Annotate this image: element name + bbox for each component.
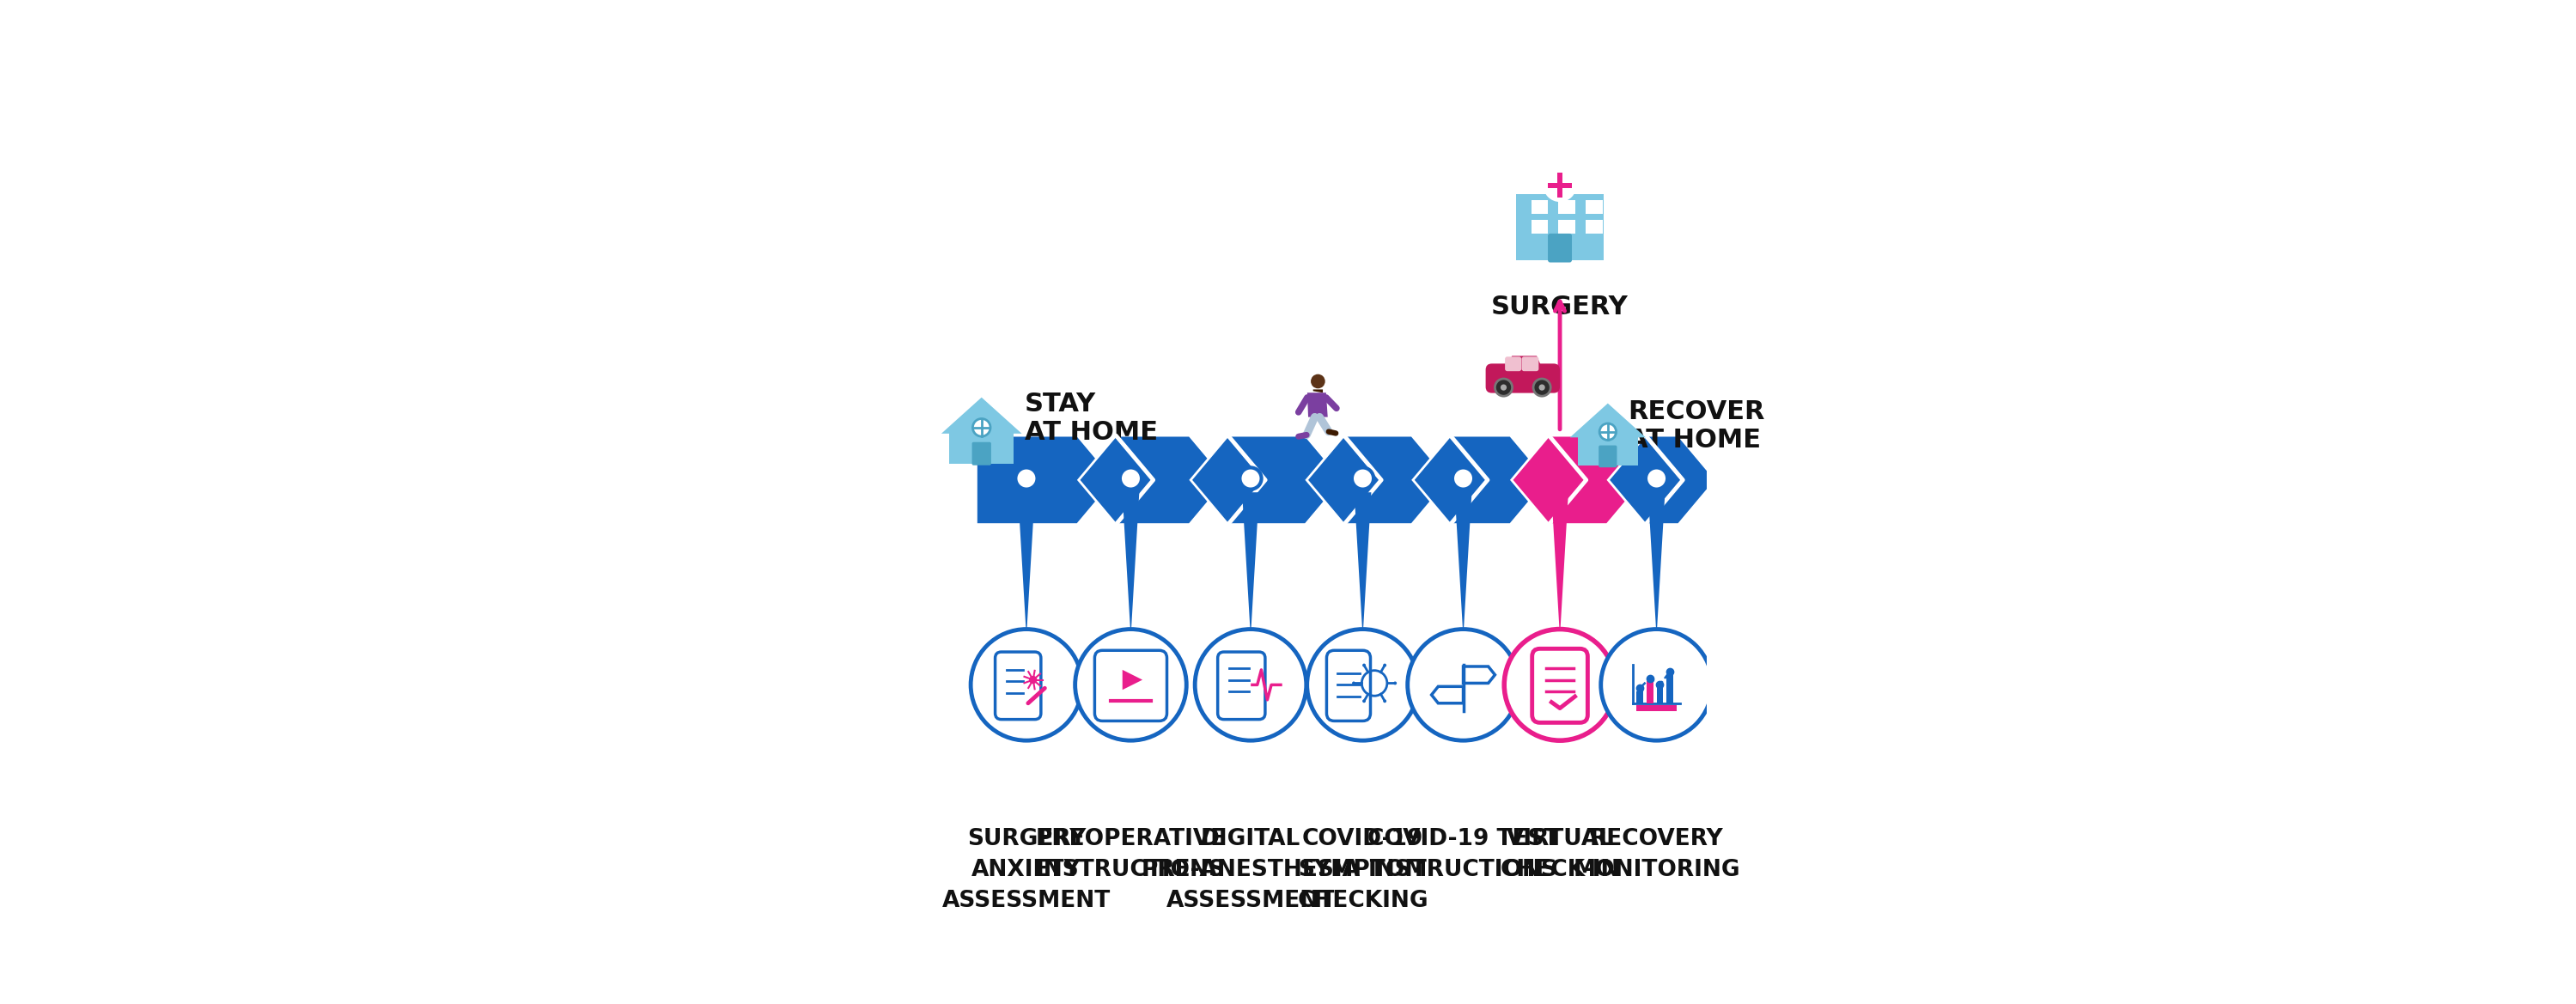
Circle shape bbox=[1311, 374, 1324, 389]
Circle shape bbox=[1453, 468, 1473, 489]
Text: RECOVER
AT HOME: RECOVER AT HOME bbox=[1628, 399, 1765, 453]
Circle shape bbox=[1239, 468, 1262, 489]
Circle shape bbox=[1538, 385, 1546, 391]
Circle shape bbox=[1504, 630, 1615, 741]
Circle shape bbox=[1600, 630, 1713, 741]
FancyBboxPatch shape bbox=[1636, 705, 1677, 712]
Circle shape bbox=[1494, 379, 1512, 397]
Polygon shape bbox=[1123, 670, 1144, 690]
Polygon shape bbox=[1018, 492, 1036, 637]
Text: SURGERY: SURGERY bbox=[1492, 294, 1628, 319]
Circle shape bbox=[1383, 700, 1386, 703]
Circle shape bbox=[1548, 468, 1571, 489]
Polygon shape bbox=[1551, 492, 1569, 637]
Circle shape bbox=[1074, 630, 1188, 741]
Polygon shape bbox=[1306, 436, 1450, 524]
Text: COVID-19 TEST
INSTRUCTIONS: COVID-19 TEST INSTRUCTIONS bbox=[1368, 828, 1558, 882]
Text: SURGERY
ANXIETY
ASSESSMENT: SURGERY ANXIETY ASSESSMENT bbox=[943, 828, 1110, 912]
Polygon shape bbox=[1607, 436, 1716, 524]
FancyBboxPatch shape bbox=[1587, 200, 1602, 214]
Circle shape bbox=[1015, 468, 1038, 489]
Text: VIRTUAL
CHECK-IN: VIRTUAL CHECK-IN bbox=[1499, 828, 1620, 882]
Circle shape bbox=[1533, 379, 1551, 397]
Circle shape bbox=[1352, 468, 1373, 489]
Circle shape bbox=[1394, 682, 1396, 685]
Circle shape bbox=[1028, 676, 1038, 684]
Text: PREOPERATIVE
INSTRUCTIONS: PREOPERATIVE INSTRUCTIONS bbox=[1036, 828, 1226, 882]
Polygon shape bbox=[1512, 436, 1643, 524]
Polygon shape bbox=[940, 398, 1023, 434]
Polygon shape bbox=[1190, 436, 1342, 524]
Polygon shape bbox=[976, 436, 1115, 524]
Polygon shape bbox=[1079, 436, 1226, 524]
Circle shape bbox=[1195, 630, 1306, 741]
FancyBboxPatch shape bbox=[1646, 682, 1654, 703]
FancyBboxPatch shape bbox=[1577, 437, 1638, 466]
Circle shape bbox=[974, 419, 989, 437]
Polygon shape bbox=[1306, 393, 1327, 417]
Polygon shape bbox=[1455, 492, 1471, 637]
Polygon shape bbox=[1649, 492, 1664, 637]
FancyBboxPatch shape bbox=[971, 442, 992, 465]
Circle shape bbox=[1406, 630, 1520, 741]
Circle shape bbox=[1363, 700, 1365, 703]
Text: DIGITAL
PRE-ANESTHESIA
ASSESSMENT: DIGITAL PRE-ANESTHESIA ASSESSMENT bbox=[1141, 828, 1360, 912]
FancyBboxPatch shape bbox=[1548, 183, 1571, 188]
Text: RECOVERY
MONITORING: RECOVERY MONITORING bbox=[1574, 828, 1741, 882]
Circle shape bbox=[1600, 424, 1615, 440]
Polygon shape bbox=[1314, 390, 1324, 393]
Circle shape bbox=[1363, 664, 1365, 667]
FancyBboxPatch shape bbox=[1636, 692, 1643, 703]
FancyBboxPatch shape bbox=[1486, 363, 1561, 393]
Polygon shape bbox=[1123, 492, 1139, 637]
FancyBboxPatch shape bbox=[1558, 173, 1564, 198]
FancyBboxPatch shape bbox=[951, 433, 1015, 464]
Polygon shape bbox=[1507, 355, 1543, 369]
Circle shape bbox=[1306, 630, 1419, 741]
Circle shape bbox=[1352, 682, 1355, 685]
FancyBboxPatch shape bbox=[1558, 220, 1577, 234]
Circle shape bbox=[1646, 468, 1667, 489]
FancyBboxPatch shape bbox=[1530, 220, 1548, 234]
FancyBboxPatch shape bbox=[1522, 356, 1538, 371]
FancyBboxPatch shape bbox=[1548, 234, 1571, 262]
Circle shape bbox=[1499, 385, 1507, 391]
Circle shape bbox=[1383, 664, 1386, 667]
FancyBboxPatch shape bbox=[1667, 675, 1674, 703]
Circle shape bbox=[1543, 169, 1577, 202]
Polygon shape bbox=[1414, 436, 1548, 524]
Polygon shape bbox=[1355, 492, 1370, 637]
FancyBboxPatch shape bbox=[1515, 194, 1605, 260]
Polygon shape bbox=[1569, 404, 1646, 438]
Text: COVID-19
SYMPTOM
CHECKING: COVID-19 SYMPTOM CHECKING bbox=[1298, 828, 1427, 912]
Circle shape bbox=[971, 630, 1082, 741]
FancyBboxPatch shape bbox=[1656, 688, 1664, 703]
FancyBboxPatch shape bbox=[1587, 220, 1602, 234]
FancyBboxPatch shape bbox=[1600, 446, 1618, 468]
Polygon shape bbox=[1242, 492, 1260, 637]
Text: STAY
AT HOME: STAY AT HOME bbox=[1025, 392, 1159, 445]
FancyBboxPatch shape bbox=[1530, 200, 1548, 214]
FancyBboxPatch shape bbox=[1558, 200, 1577, 214]
Circle shape bbox=[1121, 468, 1141, 489]
FancyBboxPatch shape bbox=[1504, 356, 1522, 371]
